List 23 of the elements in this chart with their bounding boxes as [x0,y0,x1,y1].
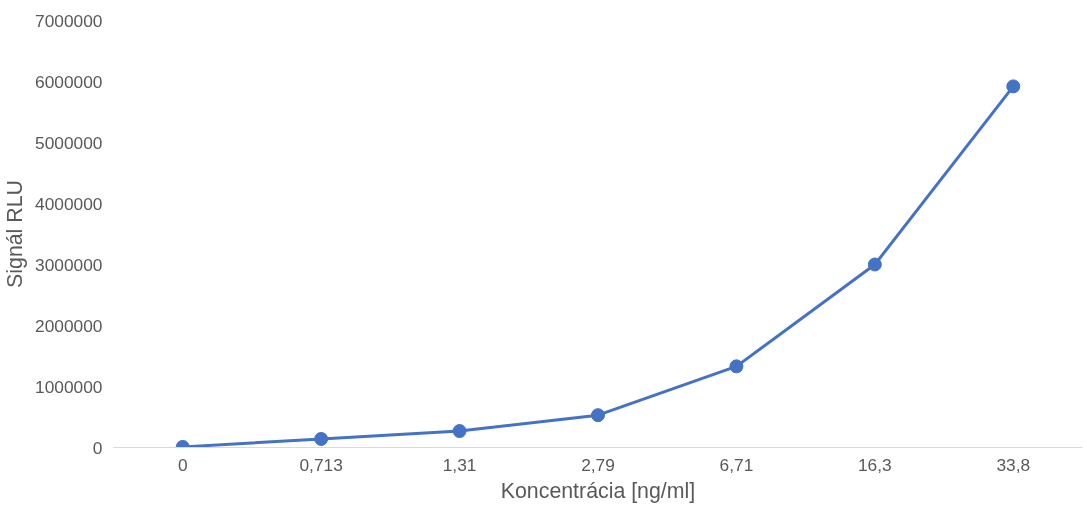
x-tick-label: 1,31 [442,454,477,475]
y-tick-label: 5000000 [35,132,103,153]
x-tick-label: 6,71 [719,454,754,475]
y-tick-label: 7000000 [35,10,103,31]
y-tick-label: 4000000 [35,193,103,214]
x-tick-label: 0,713 [299,454,343,475]
point [314,431,329,446]
y-tick-label: 6000000 [35,71,103,92]
point [1006,79,1021,94]
y-axis-title: Signál RLU [3,180,28,288]
x-tick-label: 33,8 [996,454,1031,475]
point [452,424,467,439]
x-tick-label: 0 [177,454,188,475]
y-tick-label: 3000000 [35,254,103,275]
y-tick-label: 0 [92,437,103,458]
point [867,257,882,272]
x-axis-title: Koncentrácia [ng/ml] [500,478,696,503]
point [729,359,744,374]
y-tick-label: 1000000 [35,376,103,397]
point [591,408,605,423]
y-tick-label: 2000000 [35,315,103,336]
x-tick-label: 16,3 [857,454,892,475]
x-tick-label: 2,79 [581,454,615,475]
